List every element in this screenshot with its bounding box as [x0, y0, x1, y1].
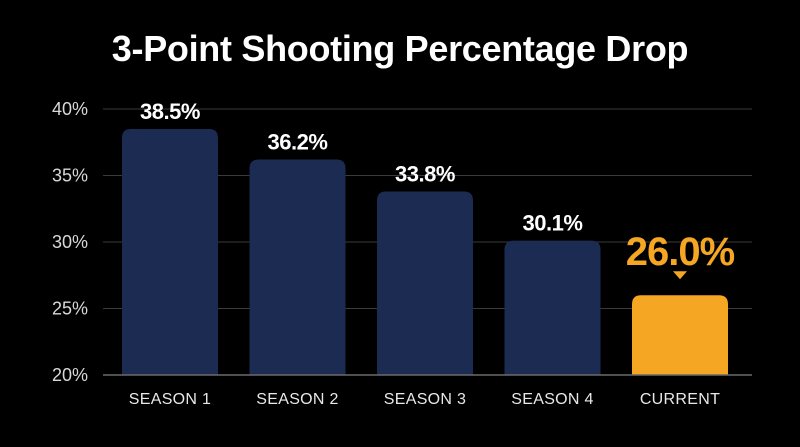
bar	[504, 240, 601, 375]
data-label: 36.2%	[268, 130, 328, 155]
y-tick-label: 20%	[52, 365, 88, 385]
pointer-triangle-icon	[673, 271, 687, 280]
bar	[377, 191, 473, 375]
x-tick-label: CURRENT	[640, 391, 720, 408]
x-tick-label: SEASON 3	[384, 391, 466, 408]
bar	[122, 128, 218, 375]
data-label: 30.1%	[523, 211, 583, 236]
x-tick-label: SEASON 1	[129, 391, 211, 408]
x-tick-label: SEASON 4	[511, 391, 593, 408]
y-tick-label: 35%	[52, 166, 88, 186]
chart-title: 3-Point Shooting Percentage Drop	[111, 28, 689, 69]
data-label: 38.5%	[140, 99, 200, 124]
y-tick-label: 40%	[52, 99, 88, 119]
data-label: 33.8%	[395, 161, 455, 186]
y-tick-label: 25%	[52, 299, 88, 319]
data-label: 26.0%	[626, 230, 735, 274]
y-tick-label: 30%	[52, 232, 88, 252]
bar	[632, 295, 728, 375]
bar	[249, 159, 346, 375]
x-tick-label: SEASON 2	[256, 391, 338, 408]
